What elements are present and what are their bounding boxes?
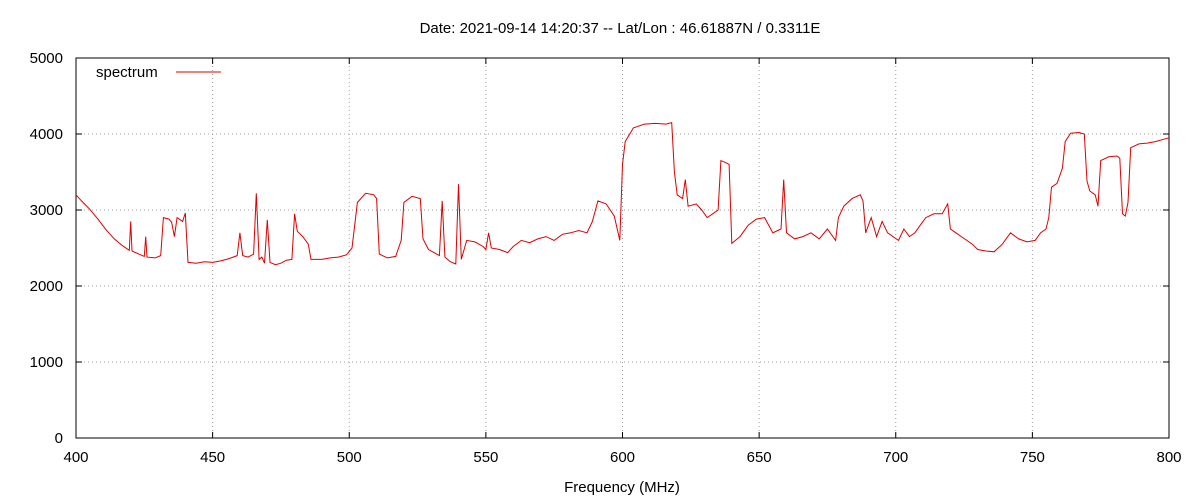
- grid-lines: [76, 58, 1169, 438]
- spectrum-series-line: [75, 121, 1170, 266]
- y-tick-label-1000: 1000: [30, 354, 63, 371]
- tick-labels: 400 450 500 550 600 650 700 750 800 0 1000 2000 3000…: [30, 50, 1182, 466]
- tick-marks: [75, 57, 1170, 439]
- legend: spectrum: [96, 64, 221, 81]
- chart-title: Date: 2021-09-14 14:20:37 -- Lat/Lon : 4…: [420, 20, 821, 37]
- x-tick-label-750: 750: [1020, 449, 1045, 466]
- x-tick-label-800: 800: [1156, 449, 1181, 466]
- x-tick-label-450: 450: [200, 449, 225, 466]
- legend-label-spectrum: spectrum: [96, 64, 158, 81]
- y-tick-label-0: 0: [55, 430, 63, 447]
- x-tick-label-400: 400: [63, 449, 88, 466]
- x-tick-label-500: 500: [337, 449, 362, 466]
- x-tick-label-650: 650: [747, 449, 772, 466]
- y-tick-label-2000: 2000: [30, 278, 63, 295]
- x-axis-label: Frequency (MHz): [564, 479, 680, 496]
- x-tick-label-550: 550: [473, 449, 498, 466]
- y-tick-label-4000: 4000: [30, 126, 63, 143]
- x-tick-label-600: 600: [610, 449, 635, 466]
- y-tick-label-5000: 5000: [30, 50, 63, 67]
- y-tick-label-3000: 3000: [30, 202, 63, 219]
- x-tick-label-700: 700: [883, 449, 908, 466]
